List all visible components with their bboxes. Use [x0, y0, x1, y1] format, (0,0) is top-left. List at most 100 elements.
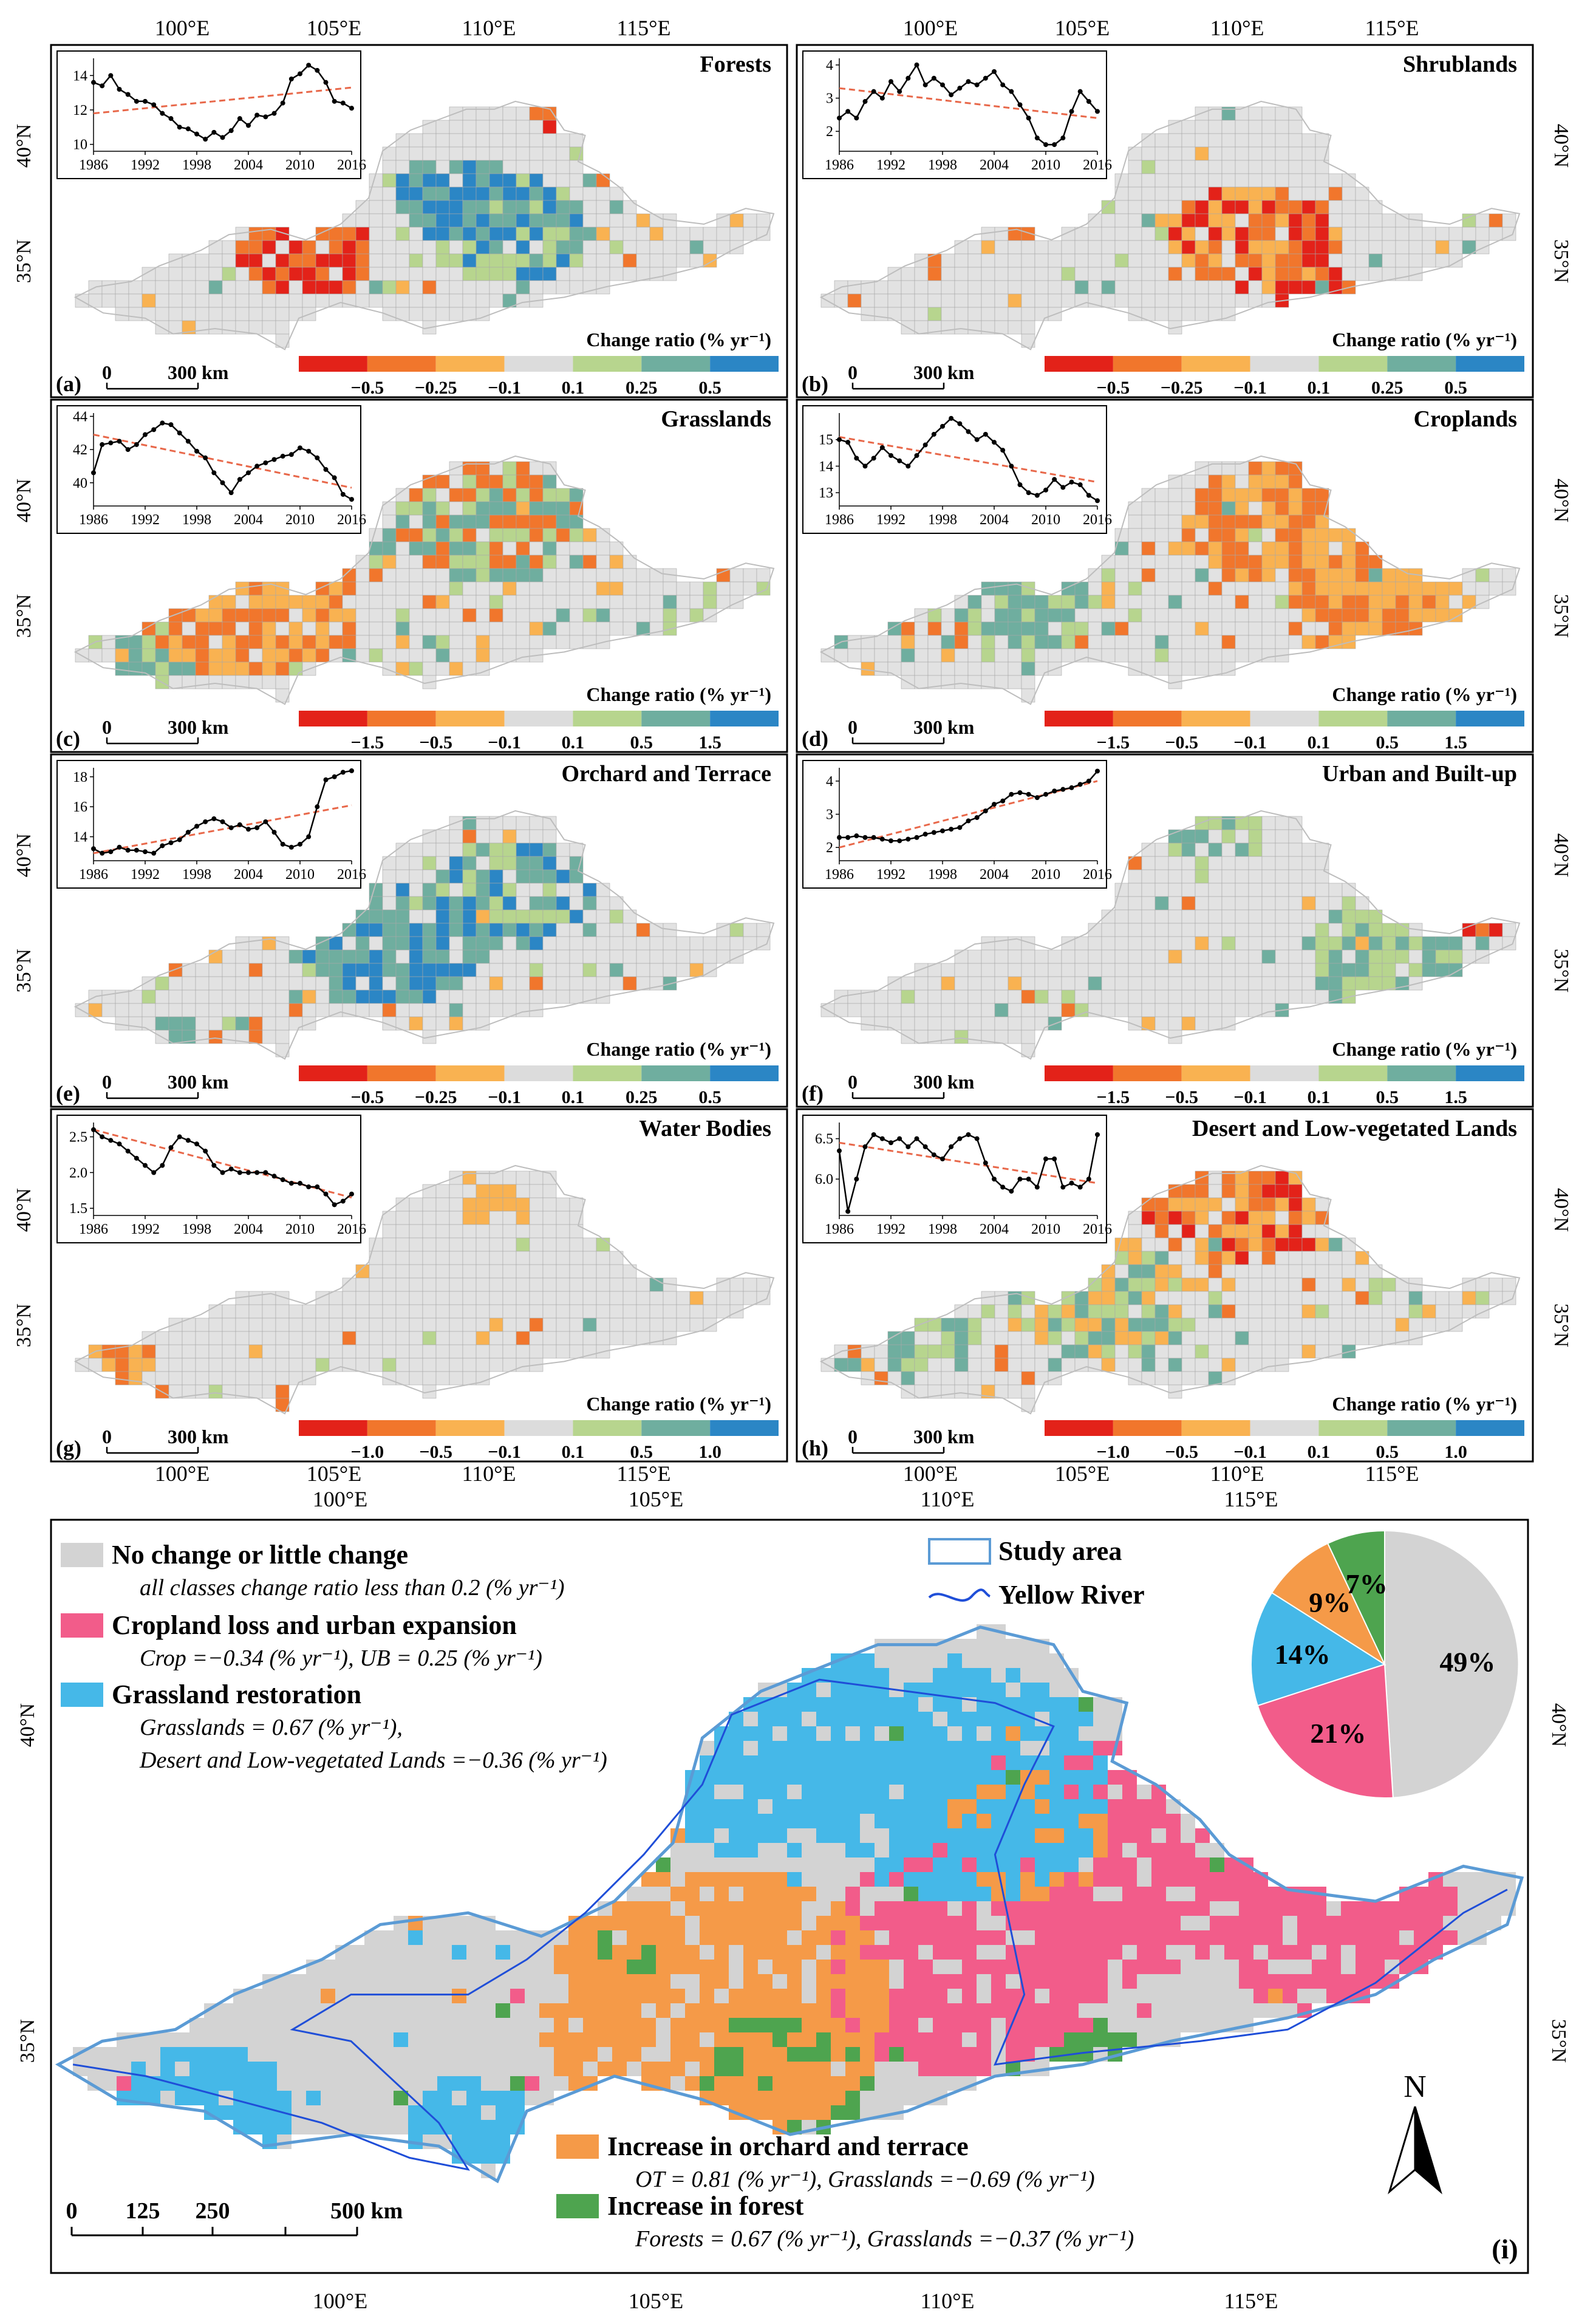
panel-b-inset-point [923, 82, 928, 87]
panel-b-cell [887, 293, 902, 308]
main-cell-cropland_loss [889, 1916, 904, 1930]
panel-d-cells [820, 461, 1516, 703]
panel-b-cell [1315, 133, 1329, 148]
panel-h-cell [1154, 1371, 1169, 1386]
main-cell-grass_restore [816, 1785, 831, 1799]
main-cell-orchard [758, 1887, 772, 1901]
main-cell-grass_restore [787, 1843, 802, 1857]
main-cell-no_change [1283, 1960, 1297, 1974]
panel-b-cell [1221, 173, 1236, 188]
panel-e-cell [382, 989, 397, 1004]
panel-b-cell [1261, 267, 1276, 281]
panel-c-cell [542, 581, 557, 596]
panel-h-cell [1301, 1251, 1316, 1265]
panel-b-cell [1328, 253, 1343, 268]
panel-b-cell [1021, 267, 1035, 281]
main-cell-grass_restore [772, 1814, 787, 1828]
panel-g-cell [208, 1358, 223, 1372]
main-cell-cropland_loss [1035, 1945, 1049, 1960]
panel-e-cell [329, 936, 343, 951]
panel-h-cell [1034, 1318, 1049, 1332]
panel-d-cell [1168, 608, 1182, 623]
panel-d-cell [1261, 541, 1276, 556]
panel-f-cell [1168, 842, 1182, 857]
main-cell-grass_restore [1093, 1755, 1108, 1770]
panel-b-cell [1235, 200, 1249, 214]
main-cell-cropland_loss [1093, 1960, 1108, 1974]
panel-h-inset-point [1086, 1177, 1091, 1182]
main-cell-grass_restore [1079, 1785, 1093, 1799]
panel-f-cell [1181, 976, 1196, 991]
panel-c-inset-point [117, 439, 122, 444]
panel-g-cell [689, 1304, 704, 1319]
panel-d-inset-point [905, 463, 911, 469]
main-cell-cropland_loss [860, 1872, 875, 1887]
panel-g-legend-tick: 0.5 [630, 1442, 653, 1462]
main-cell-no_change [831, 1887, 845, 1901]
panel-g-cell [262, 1384, 276, 1399]
main-cell-orchard [714, 1901, 729, 1916]
panel-b-legend-swatch [1250, 356, 1319, 372]
main-cell-cropland_loss [1181, 1901, 1195, 1916]
panel-e-cell [235, 989, 250, 1004]
panel-b-cell [1235, 160, 1249, 174]
main-cell-no_change [860, 1814, 875, 1828]
panel-b-cell [1301, 160, 1316, 174]
panel-b-scale-zero: 0 [848, 361, 858, 383]
panel-c-inset-point [237, 477, 242, 482]
panel-h-cell [1154, 1277, 1169, 1292]
panel-g-cell [596, 1304, 610, 1319]
panel-f-cell [1235, 869, 1249, 884]
panel-h-cell [1275, 1184, 1289, 1198]
panel-d-cell [1154, 568, 1169, 583]
panel-e-inset-ylabel: 14 [73, 830, 87, 846]
panel-e-cell [395, 896, 410, 911]
panel-d-scale-zero: 0 [848, 716, 858, 738]
main-cell-forest [598, 1945, 612, 1960]
panel-h-cell [1181, 1251, 1196, 1265]
panel-f-cell [1195, 842, 1209, 857]
panel-a-cell [262, 293, 276, 308]
panel-f-cell [1021, 1030, 1035, 1044]
panel-d-cell [1275, 461, 1289, 476]
panel-d-cell [1475, 568, 1490, 583]
panel-h-inset-point [837, 1148, 842, 1153]
panel-a-cell [248, 240, 263, 255]
main-cell-cropland_loss [1137, 1843, 1151, 1857]
panel-b-legend-swatch [1113, 356, 1182, 372]
panel-e-cell [502, 909, 517, 924]
panel-b-cell [1154, 213, 1169, 228]
panel-d-cell [1114, 581, 1129, 596]
panel-b-cell [1168, 280, 1182, 295]
panel-b-cell [941, 320, 955, 335]
main-cell-grass_restore [977, 1857, 991, 1872]
panel-h-outline [819, 1164, 1521, 1415]
panel-c-cell [542, 555, 557, 569]
panel-h-inset-point [862, 1144, 868, 1149]
panel-e-cell [115, 1003, 129, 1017]
panel-f-cell [954, 1016, 969, 1031]
panel-c-cell [422, 635, 437, 649]
panel-g-cell [462, 1224, 477, 1239]
panel-g-cell [449, 1251, 463, 1265]
panel-h-inset-xlabel: 1998 [928, 1222, 957, 1237]
panel-g-legend-swatch [641, 1420, 711, 1436]
panel-b-cell [927, 267, 942, 281]
panel-d-cell [994, 621, 1009, 636]
panel-c-cell [476, 581, 490, 596]
panel-b-cell [1275, 160, 1289, 174]
main-cell-no_change [860, 1828, 875, 1843]
panel-e-cell [195, 976, 210, 991]
main-cell-cropland_loss [1151, 1799, 1166, 1814]
panel-a-inset-point [160, 111, 165, 116]
panel-b-cell [1181, 160, 1196, 174]
panel-d-inset-point [931, 431, 936, 437]
panel-h-cell [941, 1384, 955, 1399]
main-cell-orchard [583, 1974, 598, 1989]
panel-h-cell [1382, 1304, 1396, 1319]
panel-f-cell [1181, 963, 1196, 977]
panel-g-cell [409, 1237, 423, 1252]
main-cell-orchard [729, 1916, 743, 1930]
panel-f-cell [1275, 816, 1289, 830]
panel-f-cell [1154, 923, 1169, 937]
